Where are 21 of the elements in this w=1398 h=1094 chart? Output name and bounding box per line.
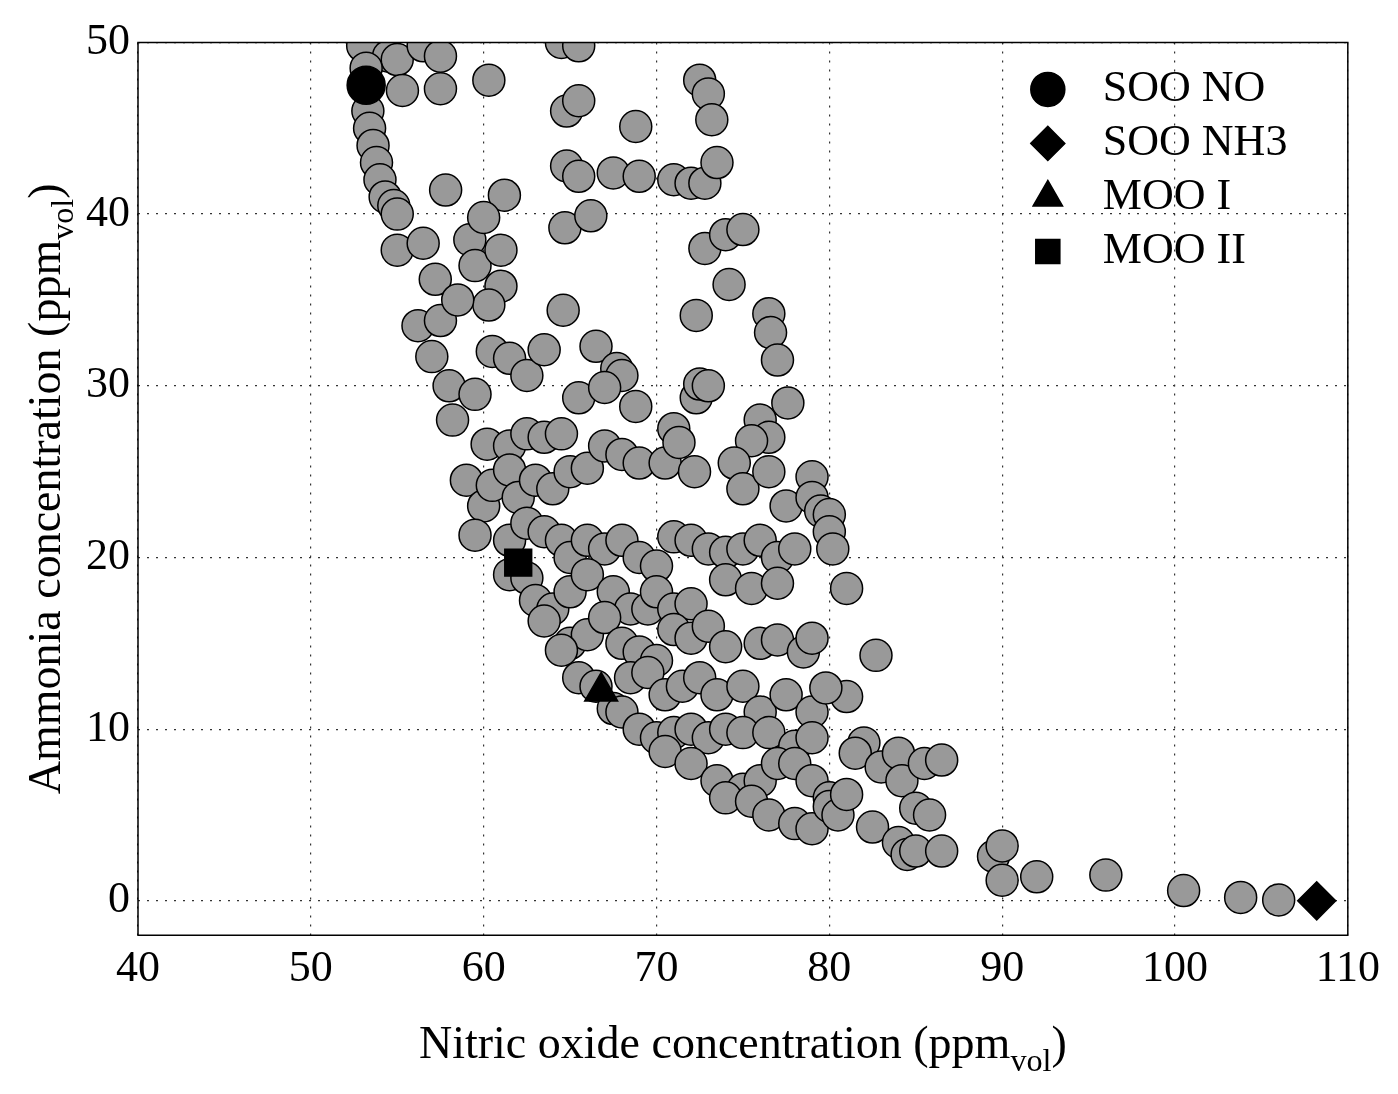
- x-tick-label: 80: [807, 942, 852, 992]
- point: [346, 65, 386, 106]
- point: [504, 548, 533, 577]
- point: [1296, 881, 1337, 921]
- legend-label: SOO NH3: [1102, 115, 1288, 165]
- y-tick-label: 10: [86, 701, 130, 751]
- y-tick-label: 20: [86, 530, 130, 580]
- y-axis-title: Ammonia concentration (ppmvol): [19, 183, 80, 795]
- x-tick-label: 60: [461, 942, 506, 992]
- x-tick-label: 90: [980, 942, 1025, 992]
- y-tick-label: 30: [86, 358, 130, 408]
- x-tick-label: 50: [288, 942, 333, 992]
- legend-label: SOO NO: [1102, 61, 1266, 111]
- x-tick-label: 100: [1141, 942, 1208, 992]
- y-tick-label: 50: [86, 14, 130, 64]
- x-tick-label: 110: [1315, 942, 1380, 992]
- x-tick-label: 70: [634, 942, 679, 992]
- legend-label: MOO I: [1102, 169, 1232, 219]
- y-tick-label: 40: [86, 186, 130, 236]
- legend-label: MOO II: [1102, 223, 1246, 273]
- y-tick-label: 0: [108, 873, 130, 923]
